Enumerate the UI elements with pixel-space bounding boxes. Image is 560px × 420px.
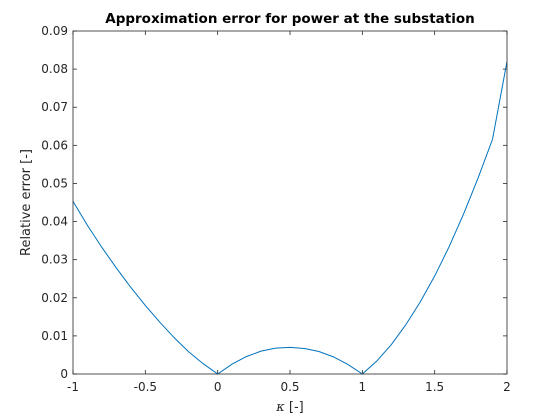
x-axis-symbol: κ: [275, 400, 285, 415]
y-tick-label: 0.04: [41, 215, 68, 229]
x-tick-label: -1: [67, 380, 79, 394]
plot-area: [73, 31, 507, 374]
x-tick-label: 1: [359, 380, 367, 394]
y-tick-label: 0.08: [41, 62, 68, 76]
series-line: [72, 61, 508, 375]
y-tick-label: 0.03: [41, 253, 68, 267]
x-tick-label: 0.5: [280, 380, 299, 394]
y-tick-label: 0.05: [41, 176, 68, 190]
y-tick-label: 0: [60, 367, 68, 381]
tick-labels: -1 -0.5 0 0.5 1 1.5 2 0 0.01 0.02 0.03 0.04 0.05 0.06…: [41, 24, 511, 394]
x-tick-label: 0: [214, 380, 222, 394]
axes-box: [72, 30, 508, 375]
x-axis-label: κ [-]: [275, 400, 304, 415]
chart-title: Approximation error for power at the sub…: [105, 11, 474, 27]
x-axis-unit: [-]: [289, 400, 304, 415]
x-tick-label: -0.5: [134, 380, 157, 394]
y-tick-label: 0.06: [41, 138, 68, 152]
y-tick-label: 0.02: [41, 291, 68, 305]
x-tick-label: 1.5: [425, 380, 444, 394]
y-axis-label: Relative error [-]: [19, 149, 34, 256]
y-tick-label: 0.09: [41, 24, 68, 38]
x-tick-label: 2: [503, 380, 511, 394]
y-tick-label: 0.07: [41, 100, 68, 114]
y-tick-label: 0.01: [41, 329, 68, 343]
